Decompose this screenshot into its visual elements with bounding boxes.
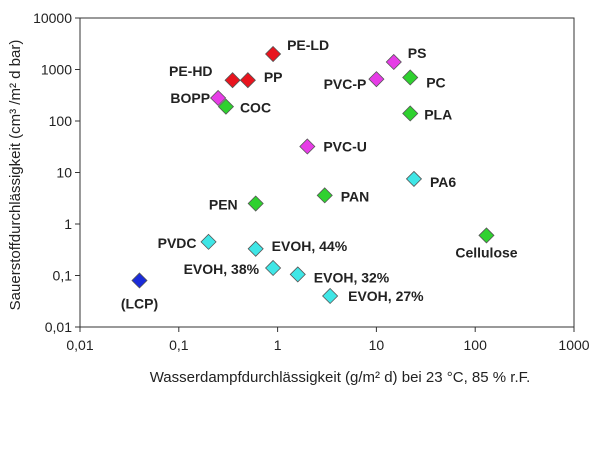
- data-points: [131, 45, 495, 305]
- data-point-label: PVDC: [158, 235, 197, 251]
- data-point-marker: [368, 71, 385, 88]
- x-tick-label: 10: [369, 337, 385, 353]
- data-point-marker: [217, 98, 235, 115]
- data-point-marker: [247, 195, 264, 212]
- data-point-label: PVC-P: [324, 76, 367, 92]
- data-point-label: PP: [264, 69, 283, 85]
- y-axis: 0,01 0,1 1 10 100 1000 10000: [33, 10, 80, 335]
- y-tick-label: 1000: [41, 62, 72, 78]
- data-point-marker: [265, 45, 282, 63]
- data-point-marker: [131, 272, 148, 289]
- data-point-label: PA6: [430, 174, 456, 190]
- data-point-marker: [200, 233, 217, 250]
- x-tick-label: 1: [274, 337, 282, 353]
- data-point-marker: [478, 227, 495, 244]
- data-point-label: PE-HD: [169, 63, 213, 79]
- data-point-label: EVOH, 38%: [184, 261, 260, 277]
- data-point-marker: [405, 170, 423, 188]
- data-point-label: PAN: [341, 188, 370, 204]
- data-point-marker: [239, 72, 256, 89]
- y-tick-label: 1: [64, 216, 72, 232]
- data-point-marker: [265, 259, 282, 277]
- data-point-label: PE-LD: [287, 37, 329, 53]
- data-point-label: BOPP: [170, 90, 210, 106]
- data-point-label: PS: [408, 45, 427, 61]
- data-point-marker: [299, 138, 316, 155]
- data-point-marker: [210, 89, 227, 107]
- data-point-marker: [224, 72, 241, 89]
- data-point-marker: [402, 105, 419, 122]
- data-point-label: EVOH, 27%: [348, 288, 424, 304]
- x-tick-label: 0,1: [169, 337, 189, 353]
- data-point-marker: [385, 53, 402, 71]
- data-point-label: PC: [426, 74, 445, 90]
- x-tick-label: 100: [464, 337, 488, 353]
- y-tick-label: 10: [56, 165, 72, 181]
- x-tick-label: 1000: [558, 337, 589, 353]
- data-point-label: PEN: [209, 197, 238, 213]
- data-point-marker: [247, 240, 264, 257]
- data-point-marker: [322, 287, 339, 305]
- x-axis: 0,01 0,1 1 10 100 1000: [66, 327, 590, 353]
- y-tick-label: 0,1: [53, 268, 73, 284]
- data-point-label: COC: [240, 100, 271, 116]
- data-point-marker: [316, 187, 333, 204]
- data-point-label: Cellulose: [455, 244, 517, 260]
- data-point-label: PLA: [424, 106, 452, 122]
- data-point-marker: [289, 266, 306, 283]
- data-point-marker: [402, 69, 419, 86]
- y-axis-title: Sauerstoffdurchlässigkeit (cm³ /m² d bar…: [7, 40, 24, 311]
- point-labels: PE-LD PE-HD PP BOPP COC PS PVC-P PC PLA PVC-U PA6 P…: [121, 37, 518, 311]
- data-point-label: PVC-U: [323, 138, 367, 154]
- y-tick-label: 10000: [33, 10, 72, 26]
- y-tick-label: 0,01: [45, 319, 72, 335]
- data-point-label: (LCP): [121, 295, 158, 311]
- x-axis-title: Wasserdampfdurchlässigkeit (g/m² d) bei …: [150, 369, 531, 386]
- x-tick-label: 0,01: [66, 337, 93, 353]
- plot-area: [79, 17, 575, 328]
- data-point-label: EVOH, 44%: [272, 238, 348, 254]
- data-point-label: EVOH, 32%: [314, 269, 390, 285]
- y-tick-label: 100: [49, 113, 73, 129]
